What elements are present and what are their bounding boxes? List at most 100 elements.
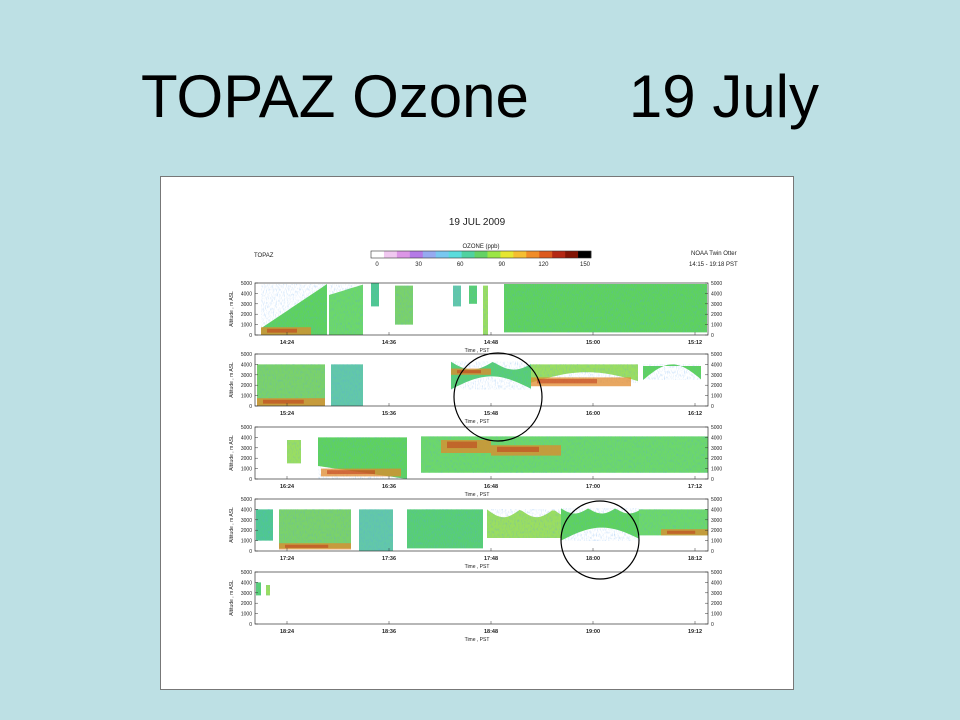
panel-frame <box>254 353 709 407</box>
y-tick-label-left: 1000 <box>241 612 252 618</box>
y-tick-label-right: 1000 <box>711 467 722 473</box>
x-tick-label: 15:00 <box>586 340 600 346</box>
y-tick-label-left: 3000 <box>241 591 252 597</box>
y-tick-label-left: 1000 <box>241 539 252 545</box>
y-tick-label-left: 4000 <box>241 362 252 368</box>
slide-title: TOPAZ Ozone 19 July <box>140 63 820 130</box>
colorbar-swatch <box>435 251 449 258</box>
x-tick-label: 17:00 <box>586 484 600 490</box>
x-tick-label: 19:12 <box>688 629 702 635</box>
y-tick-label-right: 3000 <box>711 302 722 308</box>
y-tick-label-right: 1000 <box>711 394 722 400</box>
y-tick-label-right: 1000 <box>711 539 722 545</box>
high-ozone-core <box>285 544 329 548</box>
y-tick-label-left: 0 <box>249 549 252 555</box>
colorbar-swatch <box>500 251 514 258</box>
high-ozone-core <box>497 446 539 452</box>
high-ozone-core <box>667 530 696 534</box>
ozone-swath-texture <box>451 361 531 390</box>
y-tick-label-left: 5000 <box>241 281 252 287</box>
high-ozone-core <box>447 441 477 449</box>
x-tick-label: 17:24 <box>280 556 295 562</box>
y-tick-label-right: 0 <box>711 333 714 339</box>
x-axis-label: Time , PST <box>465 348 490 354</box>
y-axis-label: Altitude , m ASL <box>229 435 235 471</box>
y-tick-label-left: 2000 <box>241 601 252 607</box>
y-tick-label-left: 1000 <box>241 394 252 400</box>
y-axis-label: Altitude , m ASL <box>229 580 235 616</box>
y-tick-label-left: 4000 <box>241 435 252 441</box>
panel-frame <box>254 498 709 552</box>
ozone-swath-texture <box>329 284 363 335</box>
curtain-panels: 0 0 1000 1000 2000 2000 3000 3000 4000 4000 5000 50… <box>229 281 722 643</box>
high-ozone-core <box>457 370 481 374</box>
colorbar-swatch <box>396 251 411 258</box>
ozone-swath-texture <box>279 509 351 549</box>
x-axis-label: Time , PST <box>465 637 490 643</box>
x-tick-label: 17:12 <box>688 484 702 490</box>
y-tick-label-left: 4000 <box>241 291 252 297</box>
y-tick-label-right: 5000 <box>711 281 722 287</box>
colorbar-swatch <box>409 251 424 258</box>
colorbar-tick-label: 90 <box>498 262 505 268</box>
y-axis-label: Altitude , m ASL <box>229 291 235 327</box>
y-tick-label-left: 3000 <box>241 518 252 524</box>
x-axis-label: Time , PST <box>465 492 490 498</box>
ozone-swath-texture <box>531 364 638 383</box>
x-tick-label: 18:36 <box>382 629 396 635</box>
panel-frame <box>254 282 709 336</box>
colorbar-swatch <box>539 251 553 258</box>
figure-date-title: 19 JUL 2009 <box>449 217 506 228</box>
ozone-colorbar: OZONE (ppb) 0 30 60 90 120 150 <box>370 244 592 268</box>
y-tick-label-right: 2000 <box>711 528 722 534</box>
y-tick-label-right: 4000 <box>711 507 722 513</box>
figure-canvas: 19 JUL 2009 TOPAZ NOAA Twin Otter 14:15 … <box>229 217 738 643</box>
y-tick-label-right: 5000 <box>711 425 722 431</box>
y-tick-label-right: 4000 <box>711 362 722 368</box>
ozone-swath-texture <box>487 509 561 538</box>
ozone-swath-texture <box>287 440 301 464</box>
highlight-circle-panel-2 <box>453 352 543 442</box>
x-tick-label: 14:24 <box>280 340 295 346</box>
y-tick-label-right: 3000 <box>711 373 722 379</box>
y-tick-label-left: 2000 <box>241 312 252 318</box>
x-tick-label: 18:48 <box>484 629 498 635</box>
y-tick-label-left: 3000 <box>241 302 252 308</box>
y-tick-label-left: 5000 <box>241 352 252 358</box>
y-axis-label: Altitude , m ASL <box>229 362 235 398</box>
colorbar-swatch <box>461 251 475 258</box>
y-tick-label-right: 2000 <box>711 312 722 318</box>
ozone-swath-texture <box>407 509 483 549</box>
ozone-swath-texture <box>469 285 477 304</box>
platform-label: NOAA Twin Otter <box>691 251 737 257</box>
y-tick-label-left: 2000 <box>241 456 252 462</box>
colorbar-swatch <box>474 251 488 258</box>
x-tick-label: 16:48 <box>484 484 498 490</box>
ozone-swath-texture <box>643 364 701 380</box>
x-tick-label: 16:24 <box>280 484 295 490</box>
colorbar-swatch <box>383 251 398 258</box>
y-tick-label-right: 5000 <box>711 352 722 358</box>
y-tick-label-right: 2000 <box>711 383 722 389</box>
colorbar-swatch <box>487 251 501 258</box>
colorbar-swatch <box>578 251 592 258</box>
y-tick-label-right: 0 <box>711 622 714 628</box>
x-tick-label: 18:00 <box>586 556 600 562</box>
ozone-swath-texture <box>395 285 413 325</box>
y-tick-label-right: 4000 <box>711 291 722 297</box>
ozone-swath-texture <box>483 285 488 335</box>
ozone-swath-texture <box>261 284 327 335</box>
y-tick-label-right: 4000 <box>711 580 722 586</box>
colorbar-swatch <box>565 251 579 258</box>
y-tick-label-right: 3000 <box>711 446 722 452</box>
y-tick-label-right: 1000 <box>711 612 722 618</box>
x-tick-label: 14:36 <box>382 340 396 346</box>
curtain-panel-5: 0 0 1000 1000 2000 2000 3000 3000 4000 4000 5000 50… <box>229 570 722 643</box>
x-tick-label: 17:48 <box>484 556 498 562</box>
x-axis-label: Time , PST <box>465 419 490 425</box>
curtain-panel-1: 0 0 1000 1000 2000 2000 3000 3000 4000 4000 5000 50… <box>229 281 722 354</box>
x-tick-label: 14:48 <box>484 340 498 346</box>
colorbar-swatch <box>526 251 540 258</box>
colorbar-swatch <box>552 251 566 258</box>
high-ozone-core <box>327 470 375 475</box>
